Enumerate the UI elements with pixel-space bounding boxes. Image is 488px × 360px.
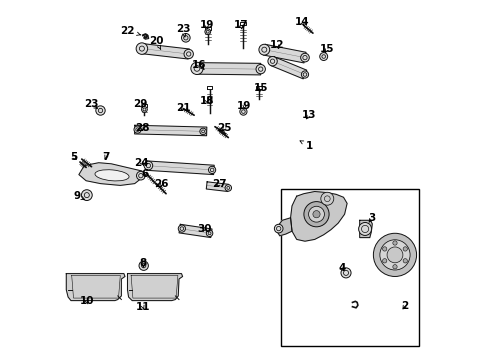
Circle shape xyxy=(312,211,320,218)
Polygon shape xyxy=(263,44,305,63)
Circle shape xyxy=(141,107,147,112)
Ellipse shape xyxy=(95,170,129,181)
Polygon shape xyxy=(79,163,143,185)
Text: 3: 3 xyxy=(368,213,375,223)
Polygon shape xyxy=(290,192,346,241)
Circle shape xyxy=(178,225,185,232)
Polygon shape xyxy=(141,44,189,59)
Circle shape xyxy=(208,166,215,174)
Polygon shape xyxy=(276,218,291,236)
Text: 22: 22 xyxy=(120,26,140,36)
Text: 2: 2 xyxy=(400,301,407,311)
Circle shape xyxy=(134,126,141,133)
Text: 14: 14 xyxy=(294,17,309,27)
Circle shape xyxy=(382,258,386,263)
Circle shape xyxy=(308,206,324,222)
Polygon shape xyxy=(144,36,148,39)
Text: 10: 10 xyxy=(80,296,94,306)
Text: 26: 26 xyxy=(154,179,169,189)
Circle shape xyxy=(301,71,308,78)
Circle shape xyxy=(267,57,277,66)
Circle shape xyxy=(319,53,327,60)
Circle shape xyxy=(392,241,396,245)
Text: 17: 17 xyxy=(233,20,248,30)
Text: 15: 15 xyxy=(253,83,267,93)
Text: 11: 11 xyxy=(136,302,150,312)
Text: 23: 23 xyxy=(84,99,99,109)
Text: 12: 12 xyxy=(269,40,284,50)
Circle shape xyxy=(382,247,386,251)
Circle shape xyxy=(239,108,246,115)
Text: 5: 5 xyxy=(70,152,77,162)
Text: 4: 4 xyxy=(337,263,345,273)
Circle shape xyxy=(181,33,190,42)
Circle shape xyxy=(258,44,269,55)
Text: 9: 9 xyxy=(73,191,84,201)
Text: 7: 7 xyxy=(102,152,109,162)
Polygon shape xyxy=(359,220,371,238)
Circle shape xyxy=(204,29,210,35)
Polygon shape xyxy=(197,63,260,75)
Polygon shape xyxy=(206,182,228,192)
Circle shape xyxy=(300,53,309,62)
Circle shape xyxy=(144,161,152,170)
Polygon shape xyxy=(146,161,214,175)
Text: 27: 27 xyxy=(212,179,226,189)
Text: 13: 13 xyxy=(302,110,316,120)
Text: 19: 19 xyxy=(237,101,251,111)
Polygon shape xyxy=(134,125,206,136)
Text: 23: 23 xyxy=(176,24,190,37)
Circle shape xyxy=(256,64,265,74)
Circle shape xyxy=(136,171,145,180)
Circle shape xyxy=(274,224,283,233)
Text: 20: 20 xyxy=(149,36,163,49)
Circle shape xyxy=(96,106,105,115)
Circle shape xyxy=(81,190,92,201)
Circle shape xyxy=(392,265,396,269)
Text: 8: 8 xyxy=(139,258,146,268)
Text: 16: 16 xyxy=(192,60,206,70)
Circle shape xyxy=(402,247,407,251)
Text: 30: 30 xyxy=(197,224,212,234)
Circle shape xyxy=(139,261,148,270)
Polygon shape xyxy=(127,274,182,301)
Text: 6: 6 xyxy=(142,168,149,179)
Text: 28: 28 xyxy=(134,123,149,133)
Bar xyxy=(281,189,418,346)
Text: 18: 18 xyxy=(199,96,214,106)
Text: 24: 24 xyxy=(134,158,149,168)
Circle shape xyxy=(373,233,416,276)
Circle shape xyxy=(190,62,203,75)
Circle shape xyxy=(320,192,333,205)
Text: 1: 1 xyxy=(299,141,312,151)
Text: 25: 25 xyxy=(217,123,231,133)
Circle shape xyxy=(386,247,402,263)
Text: 15: 15 xyxy=(319,44,334,54)
Circle shape xyxy=(136,43,147,54)
Text: 21: 21 xyxy=(176,103,190,113)
Polygon shape xyxy=(270,57,306,79)
Text: 29: 29 xyxy=(133,99,147,109)
Circle shape xyxy=(358,222,371,235)
Circle shape xyxy=(340,268,350,278)
Text: 19: 19 xyxy=(199,20,213,30)
Circle shape xyxy=(402,258,407,263)
Circle shape xyxy=(206,230,212,237)
Polygon shape xyxy=(66,274,125,301)
Circle shape xyxy=(183,49,193,59)
Circle shape xyxy=(379,240,409,270)
Polygon shape xyxy=(179,224,212,238)
Circle shape xyxy=(224,185,231,191)
Circle shape xyxy=(200,128,206,135)
Circle shape xyxy=(303,202,328,227)
